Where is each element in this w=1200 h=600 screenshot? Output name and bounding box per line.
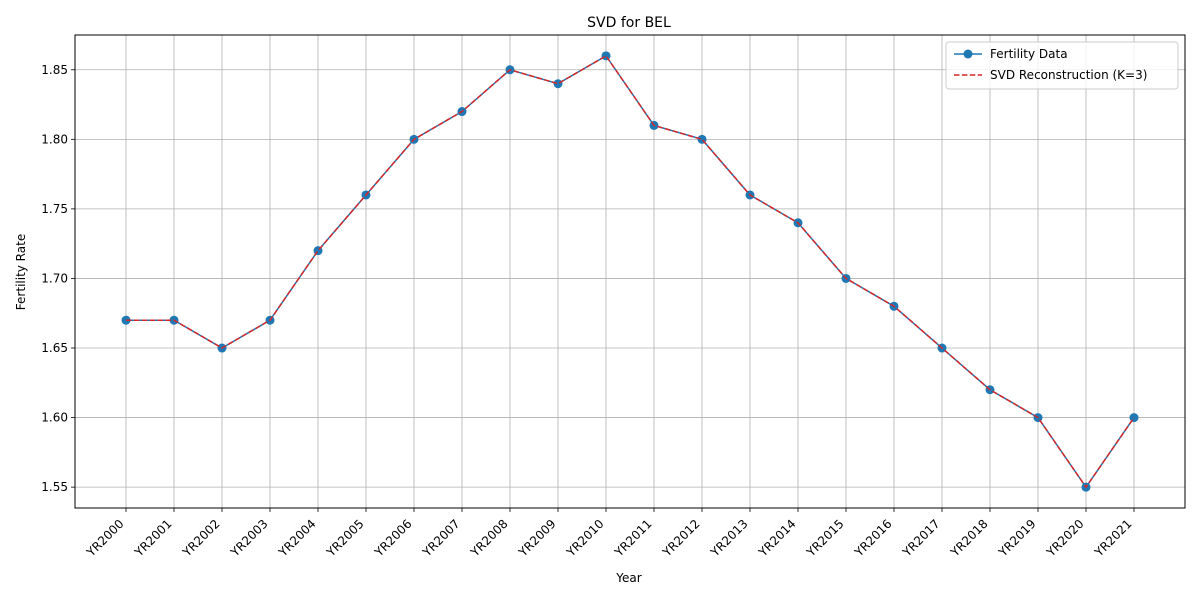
x-tick-label: YR2005 xyxy=(323,517,366,560)
chart-title: SVD for BEL xyxy=(587,15,671,31)
y-tick-label: 1.80 xyxy=(41,132,68,146)
data-point-fertility-data xyxy=(601,51,611,61)
x-axis-label: Year xyxy=(615,571,641,585)
y-tick-label: 1.60 xyxy=(41,411,68,425)
y-tick-label: 1.85 xyxy=(41,63,68,77)
data-point-fertility-data xyxy=(553,79,563,89)
x-tick-label: YR2018 xyxy=(947,517,990,560)
y-axis-ticks: 1.55 1.60 1.65 1.70 1.75 1.80 1.85 xyxy=(41,63,75,494)
series-line-svd-reconstruction xyxy=(126,54,1135,489)
x-tick-label: YR2012 xyxy=(659,517,702,560)
y-tick-label: 1.75 xyxy=(41,202,68,216)
x-tick-label: YR2004 xyxy=(275,517,318,560)
legend-box xyxy=(945,41,1179,90)
x-tick-label: YR2008 xyxy=(467,517,510,560)
legend: Fertility Data SVD Reconstruction (K=3) xyxy=(945,41,1179,90)
y-axis-label: Fertility Rate xyxy=(14,234,28,310)
x-tick-label: YR2001 xyxy=(131,517,174,560)
plot-frame xyxy=(74,34,1186,509)
x-tick-label: YR2007 xyxy=(419,517,462,560)
x-tick-label: YR2017 xyxy=(899,517,942,560)
x-tick-label: YR2013 xyxy=(707,517,750,560)
series-line-fertility-data xyxy=(126,54,1135,489)
x-tick-label: YR2015 xyxy=(803,517,846,560)
legend-label-svd-reconstruction: SVD Reconstruction (K=3) xyxy=(990,68,1147,82)
x-tick-label: YR2009 xyxy=(515,517,558,560)
x-tick-label: YR2000 xyxy=(83,517,126,560)
y-tick-label: 1.55 xyxy=(41,480,68,494)
y-tick-label: 1.70 xyxy=(41,271,68,285)
x-tick-label: YR2003 xyxy=(227,517,270,560)
x-tick-label: YR2002 xyxy=(179,517,222,560)
x-tick-label: YR2011 xyxy=(611,517,654,560)
x-tick-label: YR2016 xyxy=(851,517,894,560)
x-axis-ticks: YR2000 YR2001 YR2002 YR2003 YR2004 YR2005 YR20… xyxy=(83,508,1135,560)
x-tick-label: YR2006 xyxy=(371,517,414,560)
legend-marker-fertility-data xyxy=(963,49,973,59)
x-tick-label: YR2021 xyxy=(1091,517,1134,560)
legend-label-fertility-data: Fertility Data xyxy=(990,47,1068,61)
x-tick-label: YR2020 xyxy=(1043,517,1086,560)
grid xyxy=(75,35,1185,508)
y-tick-label: 1.65 xyxy=(41,341,68,355)
x-tick-label: YR2019 xyxy=(995,517,1038,560)
x-tick-label: YR2014 xyxy=(755,517,798,560)
series-layer xyxy=(121,51,1139,492)
x-tick-label: YR2010 xyxy=(563,517,606,560)
